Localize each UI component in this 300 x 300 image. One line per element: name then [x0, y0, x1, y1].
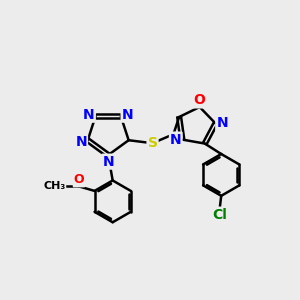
- Text: N: N: [122, 108, 133, 122]
- Text: N: N: [75, 135, 87, 149]
- Text: CH₃: CH₃: [44, 182, 66, 191]
- Text: N: N: [170, 133, 182, 147]
- Text: N: N: [216, 116, 228, 130]
- Text: N: N: [83, 108, 95, 122]
- Text: N: N: [102, 154, 114, 169]
- Text: S: S: [148, 136, 158, 150]
- Text: O: O: [74, 173, 84, 186]
- Text: Cl: Cl: [212, 208, 227, 222]
- Text: O: O: [194, 93, 206, 107]
